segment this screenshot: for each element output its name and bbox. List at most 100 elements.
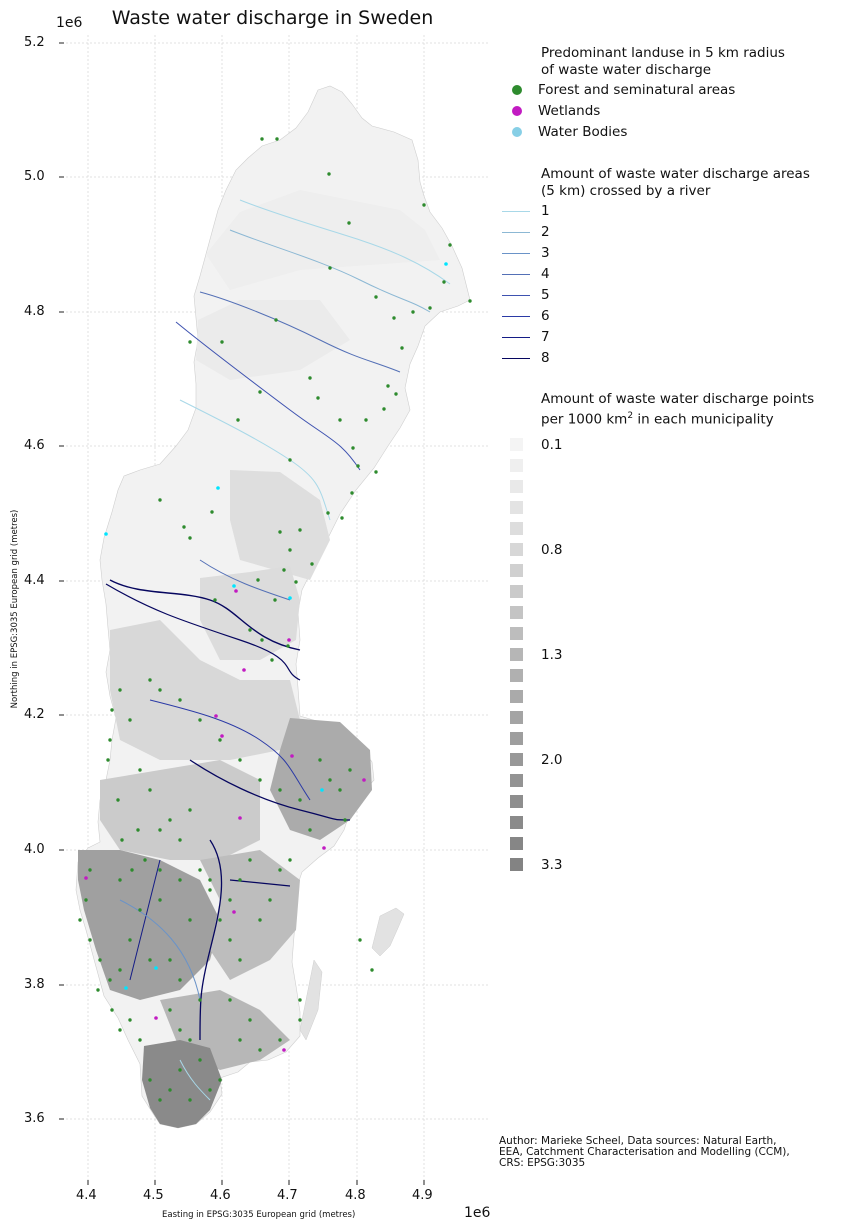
forest-point xyxy=(188,1038,192,1042)
forest-point xyxy=(260,638,264,642)
forest-point xyxy=(326,511,330,515)
forest-point xyxy=(328,266,332,270)
y-tick-label: 4.4 xyxy=(24,573,45,588)
river-line-swatch xyxy=(502,210,530,212)
forest-point xyxy=(347,221,351,225)
forest-marker xyxy=(512,85,522,95)
forest-point xyxy=(282,568,286,572)
water-body-point xyxy=(104,532,108,536)
river-legend-item-5: 5 xyxy=(502,286,550,304)
forest-point xyxy=(258,1048,262,1052)
forest-point xyxy=(382,407,386,411)
forest-point xyxy=(248,1018,252,1022)
density-zones xyxy=(78,190,440,1128)
river-line-swatch xyxy=(502,273,530,275)
forest-point xyxy=(308,376,312,380)
forest-point xyxy=(188,1098,192,1102)
y-tick-label: 4.0 xyxy=(24,842,45,857)
forest-point xyxy=(78,918,82,922)
river-legend-title: Amount of waste water discharge areas (5… xyxy=(541,166,810,200)
forest-point xyxy=(238,758,242,762)
density-swatch xyxy=(510,753,523,766)
y-tick-label: 5.2 xyxy=(24,35,45,50)
river-legend-item-6: 6 xyxy=(502,307,550,325)
wetlands-point xyxy=(84,876,88,880)
forest-point xyxy=(106,758,110,762)
y-axis-label: Northing in EPSG:3035 European grid (met… xyxy=(10,509,20,709)
x-tick-label: 4.6 xyxy=(210,1188,231,1203)
forest-point xyxy=(256,578,260,582)
forest-point xyxy=(148,1078,152,1082)
forest-point xyxy=(278,868,282,872)
forest-point xyxy=(116,798,120,802)
y-axis-exponent: 1e6 xyxy=(56,15,83,31)
river-line-swatch xyxy=(502,252,530,254)
forest-point xyxy=(228,938,232,942)
density-swatch xyxy=(510,648,523,661)
river-legend-label: 4 xyxy=(541,266,550,282)
forest-point xyxy=(128,1018,132,1022)
forest-point xyxy=(96,988,100,992)
density-swatch xyxy=(510,585,523,598)
forest-point xyxy=(128,718,132,722)
forest-point xyxy=(400,346,404,350)
density-title-sup: 2 xyxy=(627,411,634,421)
density-swatch xyxy=(510,438,523,451)
forest-point xyxy=(351,446,355,450)
wetlands-point xyxy=(234,589,238,593)
forest-point xyxy=(118,878,122,882)
forest-point xyxy=(148,958,152,962)
river-legend-label: 7 xyxy=(541,329,550,345)
forest-point xyxy=(268,898,272,902)
river-legend-label: 6 xyxy=(541,308,550,324)
forest-point xyxy=(118,1028,122,1032)
density-legend-label: 0.1 xyxy=(541,437,563,453)
river-legend-item-8: 8 xyxy=(502,349,550,367)
forest-point xyxy=(275,137,279,141)
wetlands-point xyxy=(362,778,366,782)
forest-point xyxy=(210,510,214,514)
forest-point xyxy=(108,978,112,982)
forest-point xyxy=(338,418,342,422)
forest-point xyxy=(138,1038,142,1042)
forest-point xyxy=(258,918,262,922)
forest-point xyxy=(448,243,452,247)
density-swatch xyxy=(510,501,523,514)
forest-point xyxy=(328,778,332,782)
wetlands-marker xyxy=(512,106,522,116)
river-legend-title-line1: Amount of waste water discharge areas xyxy=(541,166,810,182)
wetlands-point xyxy=(287,638,291,642)
wetlands-point xyxy=(214,714,218,718)
forest-point xyxy=(188,918,192,922)
forest-point xyxy=(118,688,122,692)
water-body-point xyxy=(216,486,220,490)
forest-point xyxy=(178,978,182,982)
forest-point xyxy=(158,828,162,832)
density-legend-label: 0.8 xyxy=(541,542,563,558)
forest-point xyxy=(218,738,222,742)
forest-point xyxy=(218,918,222,922)
density-swatch xyxy=(510,480,523,493)
water-body-point xyxy=(124,986,128,990)
density-swatch xyxy=(510,732,523,745)
forest-point xyxy=(208,878,212,882)
forest-point xyxy=(84,898,88,902)
density-title-post: in each municipality xyxy=(633,411,774,428)
river-legend-label: 2 xyxy=(541,224,550,240)
forest-point xyxy=(270,658,274,662)
forest-point xyxy=(348,768,352,772)
forest-point xyxy=(442,280,446,284)
y-tick-label: 4.6 xyxy=(24,438,45,453)
forest-point xyxy=(298,798,302,802)
forest-point xyxy=(120,838,124,842)
forest-point xyxy=(238,1038,242,1042)
landuse-legend-title: Predominant landuse in 5 km radius of wa… xyxy=(541,45,785,79)
forest-point xyxy=(138,768,142,772)
map-title: Waste water discharge in Sweden xyxy=(111,7,434,29)
density-swatch xyxy=(510,858,523,871)
density-title-pre: per 1000 km xyxy=(541,411,628,428)
legend-item-water-bodies-label: Water Bodies xyxy=(538,124,628,140)
legend-item-forest-label: Forest and seminatural areas xyxy=(538,82,736,98)
forest-point xyxy=(316,396,320,400)
